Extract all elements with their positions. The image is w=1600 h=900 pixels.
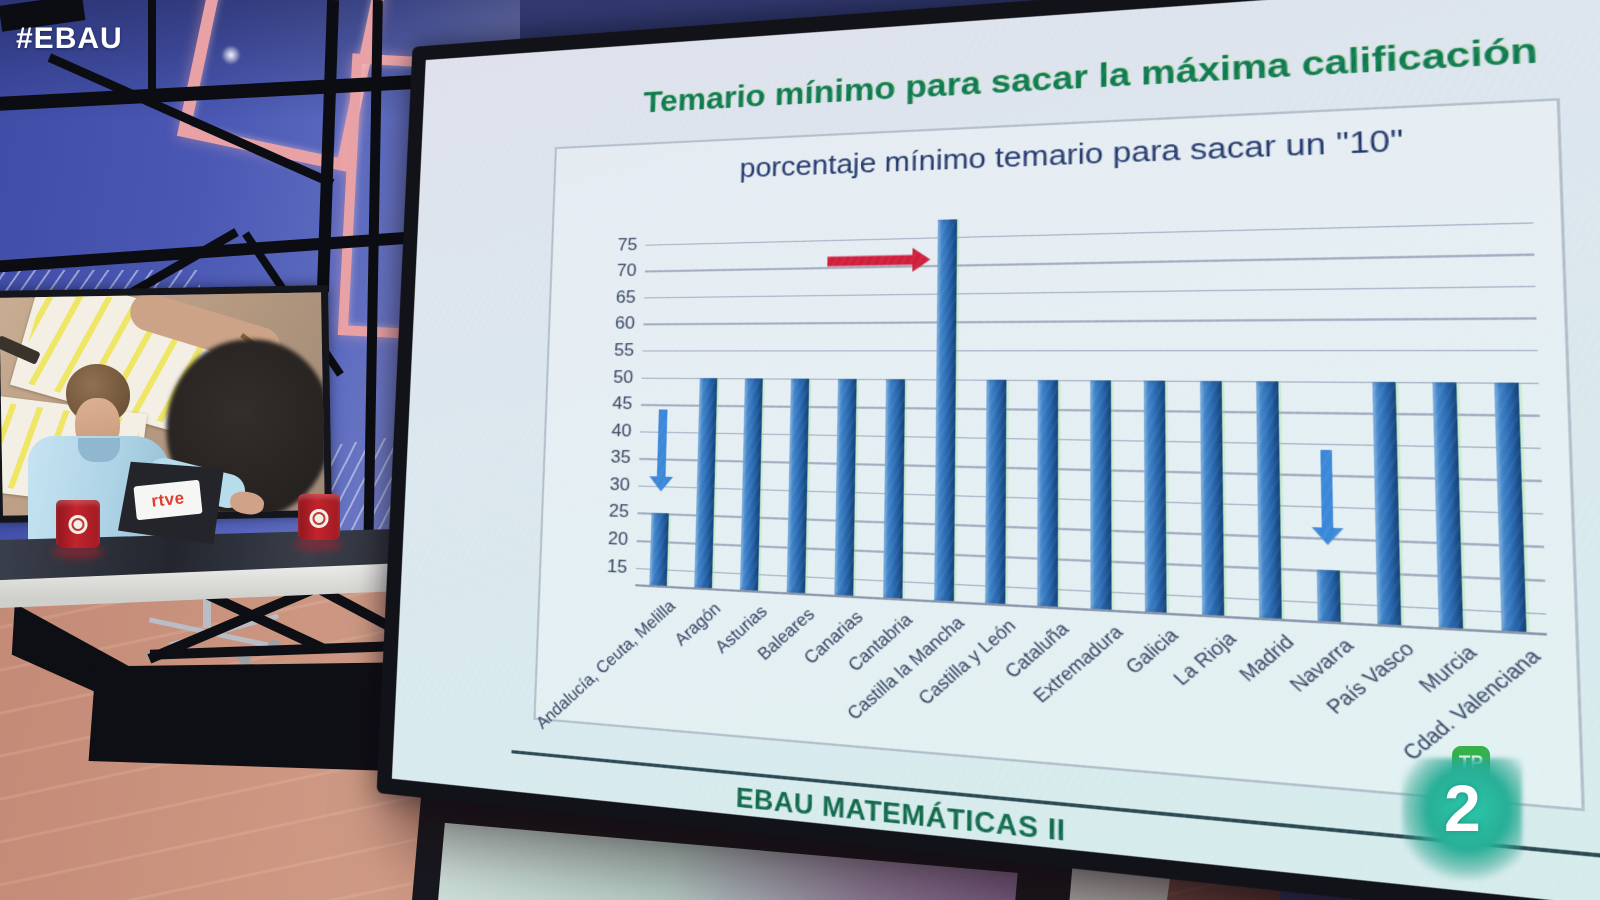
bar — [834, 378, 857, 596]
y-tick-label: 75 — [617, 234, 638, 255]
gridline — [645, 221, 1534, 246]
bar — [648, 513, 669, 586]
bar — [786, 377, 810, 594]
y-tick-label: 65 — [615, 286, 637, 307]
tablet-screen: rtve — [133, 479, 203, 521]
desk-base — [88, 662, 430, 772]
bar — [1255, 380, 1282, 619]
light-glow — [222, 46, 240, 64]
gridline — [642, 349, 1538, 352]
channel-logo-glow — [1402, 758, 1522, 880]
arrow-part — [911, 247, 931, 272]
bar — [1144, 379, 1168, 613]
arrow-right-icon — [826, 247, 931, 273]
plot-area: 15 20 25 30 35 40 45 50 55 60 65 70 75 Andalucía, Ceu… — [533, 190, 1548, 765]
y-tick-label: 45 — [612, 393, 633, 414]
arrow-part — [656, 409, 668, 478]
bar — [739, 377, 763, 591]
arrow-part — [1311, 526, 1344, 546]
bar — [1494, 381, 1528, 632]
arrow-part — [648, 476, 673, 492]
channel-logo: 2 — [1444, 771, 1481, 845]
hashtag-overlay: #EBAU — [16, 22, 123, 55]
rtve-logo: rtve — [150, 488, 186, 511]
y-tick-label: 20 — [607, 528, 629, 550]
arrow-down-icon — [648, 409, 675, 492]
bar — [1199, 380, 1224, 616]
gridline — [643, 317, 1537, 326]
mug-reflection — [52, 545, 104, 559]
bar — [1037, 379, 1059, 607]
y-tick-label: 35 — [610, 446, 632, 468]
y-tick-label: 40 — [611, 420, 632, 441]
mug-logo — [309, 508, 329, 528]
y-tick-label: 60 — [614, 313, 636, 334]
arrow-part — [826, 254, 914, 267]
y-tick-label: 55 — [613, 339, 635, 360]
bar — [693, 377, 718, 589]
bar — [1316, 569, 1341, 622]
y-tick-label: 15 — [606, 555, 628, 577]
y-tick-label: 30 — [609, 473, 631, 495]
y-tick-label: 70 — [616, 260, 637, 281]
arrow-part — [1320, 449, 1334, 529]
bar — [883, 378, 906, 599]
presenter-collar — [78, 438, 120, 462]
truss-post — [148, 0, 156, 100]
bar — [984, 379, 1007, 604]
y-tick-label: 50 — [613, 366, 634, 387]
gridline — [644, 253, 1535, 273]
gridline — [644, 285, 1536, 299]
bar — [1432, 381, 1464, 629]
mug-logo — [68, 515, 88, 535]
bar — [933, 219, 957, 602]
mug-reflection — [294, 538, 342, 551]
y-tick-label: 25 — [608, 500, 630, 522]
coffee-mug — [56, 500, 100, 548]
bar — [1372, 381, 1402, 626]
arrow-down-icon — [1310, 449, 1344, 546]
coffee-mug — [298, 494, 340, 540]
bar — [1090, 379, 1112, 610]
chair-caster — [238, 654, 251, 664]
